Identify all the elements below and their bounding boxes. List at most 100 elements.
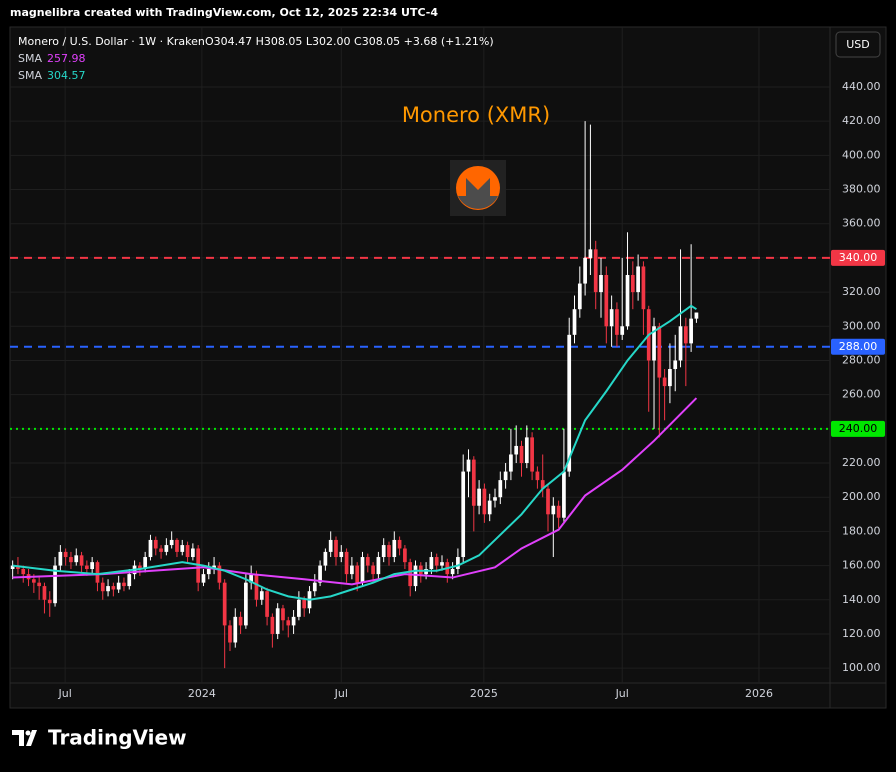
candle-body — [249, 574, 254, 583]
candle-body — [37, 582, 42, 587]
candle-body — [90, 562, 95, 569]
candle-body — [312, 582, 317, 592]
level-tag — [831, 420, 885, 437]
candle-body — [583, 257, 587, 284]
candle-body — [16, 565, 20, 569]
candle-body — [535, 471, 540, 481]
candle-body — [556, 505, 561, 518]
candle-body — [355, 565, 360, 583]
sma-line — [12, 304, 697, 601]
y-tick-label: 440.00 — [842, 80, 881, 93]
candle-body — [376, 557, 381, 575]
y-tick-label: 420.00 — [842, 114, 881, 127]
brand-logo — [12, 730, 37, 746]
y-tick-label: 360.00 — [842, 217, 881, 230]
candle-body — [148, 539, 153, 558]
candle-body — [175, 539, 179, 552]
candle-body — [567, 334, 572, 472]
candle-body — [100, 582, 105, 592]
candle-body — [604, 275, 609, 327]
candle-body — [291, 616, 296, 626]
candle-body — [222, 582, 227, 626]
candle-body — [440, 562, 444, 566]
candle-body — [551, 505, 556, 515]
candle-body — [244, 582, 248, 626]
candle-body — [350, 565, 354, 575]
caption: magnelibra created with TradingView.com,… — [10, 6, 438, 19]
candle-body — [620, 326, 625, 335]
candle-body — [42, 586, 47, 600]
candle-body — [403, 548, 407, 563]
candle-body — [360, 557, 365, 583]
sma-value: 304.57 — [47, 69, 86, 82]
y-tick-label: 200.00 — [842, 490, 881, 503]
candle-body — [69, 557, 73, 563]
symbol: Monero / U.S. Dollar · 1W · Kraken — [18, 35, 205, 48]
candle-body — [593, 249, 598, 293]
candle-body — [217, 565, 222, 583]
candle-body — [514, 445, 519, 455]
candle-body — [74, 555, 79, 563]
y-tick-label: 300.00 — [842, 319, 881, 332]
candle-body — [63, 551, 68, 558]
candle-body — [228, 625, 232, 643]
y-tick-label: 380.00 — [842, 183, 881, 196]
candle-body — [519, 445, 524, 464]
level-label: 240.00 — [839, 422, 878, 435]
candle-body — [530, 437, 534, 472]
sma-value: 257.98 — [47, 52, 86, 65]
y-tick-label: 280.00 — [842, 353, 881, 366]
candle-body — [238, 616, 243, 626]
candle-body — [615, 309, 619, 335]
candle-body — [286, 620, 291, 626]
candle-body — [143, 557, 148, 569]
brand: TradingView — [48, 726, 187, 750]
candle-body — [53, 565, 57, 604]
candle-body — [630, 275, 635, 293]
candle-body — [482, 488, 487, 515]
x-tick-label: 2024 — [188, 687, 216, 700]
candle-body — [201, 574, 206, 583]
candle-body — [493, 497, 497, 501]
candle-body — [191, 548, 195, 558]
candle-body — [397, 539, 402, 549]
candle-body — [85, 565, 89, 569]
x-tick-label: Jul — [615, 687, 629, 700]
y-tick-label: 260.00 — [842, 388, 881, 401]
x-tick-label: 2025 — [470, 687, 498, 700]
candle-body — [546, 488, 550, 515]
candle-body — [657, 326, 662, 378]
candle-body — [180, 545, 185, 552]
candle-body — [259, 591, 264, 600]
level-label: 340.00 — [839, 251, 878, 264]
candle-body — [381, 545, 386, 558]
candle-body — [79, 555, 84, 566]
candle-body — [461, 471, 466, 558]
candle-body — [297, 599, 301, 617]
x-tick-label: 2026 — [745, 687, 773, 700]
candle-body — [503, 471, 508, 481]
candle-body — [302, 599, 307, 609]
candle-body — [392, 539, 397, 558]
y-tick-label: 400.00 — [842, 148, 881, 161]
candle-body — [106, 586, 110, 592]
candle-body — [683, 326, 688, 344]
candle-body — [689, 318, 693, 344]
candle-body — [599, 275, 603, 293]
candle-body — [164, 545, 169, 552]
candle-body — [471, 459, 476, 506]
chart-panel — [9, 26, 887, 709]
candle-body — [339, 551, 344, 558]
plot — [10, 27, 830, 683]
currency[interactable]: USD — [846, 38, 870, 51]
candle-body — [588, 249, 593, 258]
candle-body — [434, 557, 439, 566]
candle-body — [58, 551, 63, 566]
currency-button[interactable] — [835, 31, 881, 58]
candle-body — [95, 562, 100, 583]
candle-body — [21, 568, 26, 575]
candle-body — [577, 283, 582, 310]
candle-body — [270, 616, 275, 634]
